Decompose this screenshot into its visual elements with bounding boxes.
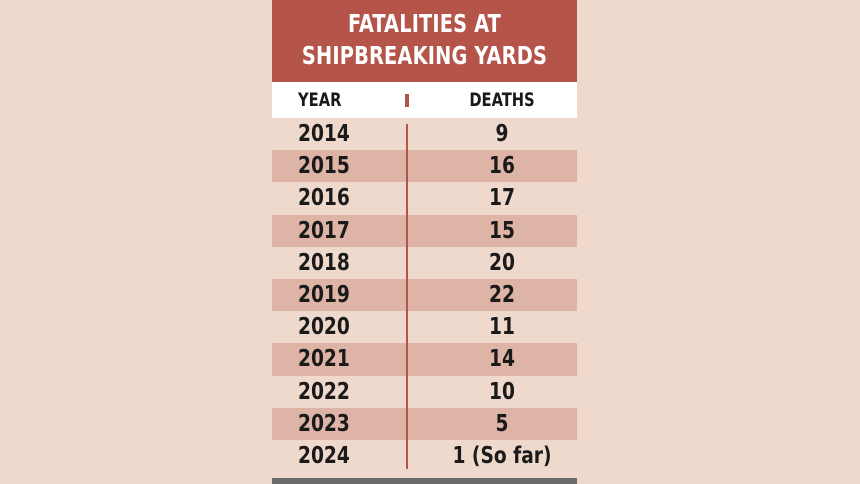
table-row: 2022 10 [272,376,577,408]
title-line-1: FATALITIES AT [347,9,502,38]
deaths-cell: 16 [489,153,515,180]
table-row: 2019 22 [272,278,577,312]
year-cell: 2022 [298,378,350,405]
year-cell: 2015 [298,153,350,180]
table-row: 2023 5 [272,407,577,440]
deaths-cell: 17 [489,185,515,212]
deaths-cell: 1 (So far) [452,442,552,469]
header-divider [405,94,409,107]
deaths-cell: 9 [495,121,509,147]
deaths-cell: 22 [489,281,515,308]
table-header-row: YEAR DEATHS [272,82,577,118]
year-cell: 2014 [298,121,350,147]
title-banner: FATALITIES AT SHIPBREAKING YARDS [272,0,577,82]
year-cell: 2016 [298,185,350,212]
table-row: 2024 1 (So far) [272,440,577,472]
year-cell: 2018 [298,249,350,276]
table-row: 2015 16 [272,150,577,183]
table-row: 2021 14 [272,343,577,376]
year-cell: 2024 [298,442,350,469]
table-body: 2014 9 2015 16 2016 17 2017 15 2018 20 2019 22 2020 1… [272,118,577,472]
table-row: 2016 17 [272,182,577,214]
year-cell: 2021 [298,346,350,373]
deaths-cell: 10 [489,378,515,405]
column-header-year: YEAR [298,89,342,111]
year-cell: 2020 [298,314,350,341]
year-cell: 2023 [298,410,350,437]
table-row: 2014 9 [272,118,577,150]
table-row: 2017 15 [272,214,577,247]
deaths-cell: 5 [495,410,509,437]
deaths-cell: 11 [489,314,515,341]
table-row: 2020 11 [272,311,577,343]
year-cell: 2017 [298,217,350,244]
column-header-deaths: DEATHS [469,89,535,111]
fatalities-table: FATALITIES AT SHIPBREAKING YARDS YEAR DE… [272,0,577,484]
table-row: 2018 20 [272,247,577,279]
column-divider-line [406,124,408,469]
deaths-cell: 14 [489,346,515,373]
year-cell: 2019 [298,281,350,308]
deaths-cell: 15 [489,217,515,244]
title-line-2: SHIPBREAKING YARDS [301,41,548,70]
footer-bar [272,478,577,484]
deaths-cell: 20 [489,249,515,276]
